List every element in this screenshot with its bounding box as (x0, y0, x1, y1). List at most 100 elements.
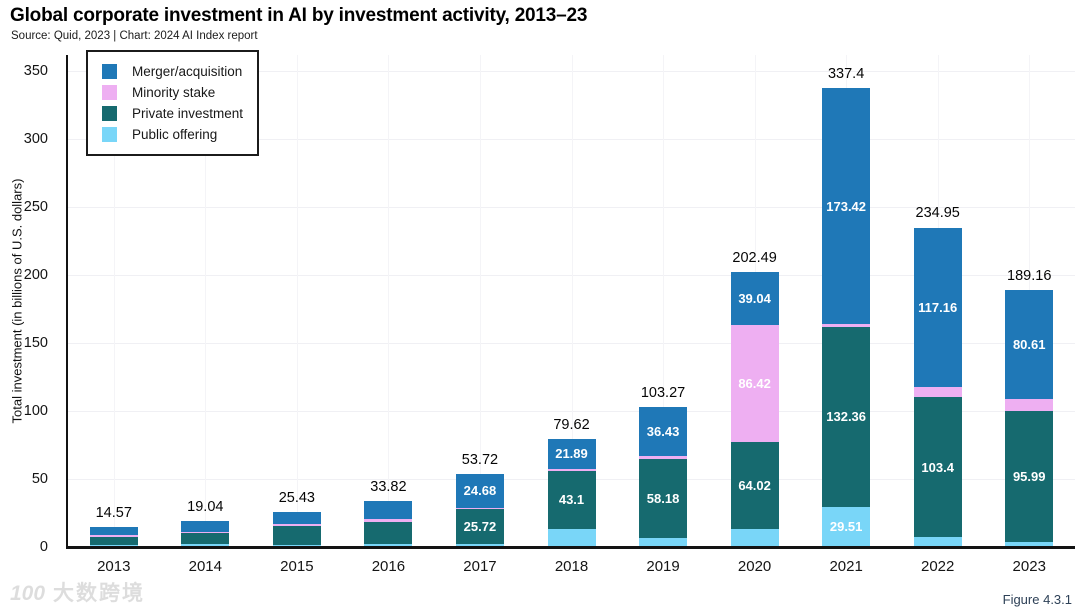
legend-label: Minority stake (132, 85, 216, 100)
stacked-bar-2013 (89, 527, 138, 547)
bar-segment-public (181, 544, 230, 547)
bar-segment-minority (364, 518, 413, 522)
bar-total-label: 202.49 (732, 249, 777, 266)
bar-segment-private: 43.1 (547, 470, 596, 530)
legend-item-minority: Minority stake (102, 82, 243, 103)
bar-segment-public (639, 538, 688, 547)
x-tick-label: 2013 (97, 558, 131, 575)
stacked-bar-2014 (181, 521, 230, 547)
bar-column-2015: 25.43 2015 (251, 55, 343, 575)
bar-segment-merger: 36.43 (639, 406, 688, 457)
x-tick-label: 2016 (371, 558, 406, 575)
segment-value-label: 117.16 (918, 299, 958, 315)
legend-label: Merger/acquisition (132, 64, 243, 79)
bar-segment-minority (1005, 399, 1054, 412)
watermark: 100 大数跨境 (10, 577, 145, 607)
bar-segment-private (89, 536, 138, 545)
segment-value-label: 29.51 (829, 519, 863, 535)
figure-label: Figure 4.3.1 (1002, 592, 1072, 607)
bar-total-label: 103.27 (640, 384, 686, 401)
y-tick-label: 50 (31, 471, 48, 487)
bar-total-label: 189.16 (1007, 267, 1052, 284)
bar-total-label: 14.57 (95, 505, 132, 522)
segment-value-label: 39.04 (738, 290, 771, 306)
watermark-logo: 100 (10, 582, 46, 605)
bar-segment-merger (89, 527, 138, 535)
bar-segment-minority (89, 534, 138, 537)
bar-segment-private: 64.02 (730, 442, 779, 530)
legend-item-public: Public offering (102, 124, 243, 145)
chart-title: Global corporate investment in AI by inv… (10, 5, 588, 26)
x-tick-label: 2022 (921, 558, 955, 575)
bar-segment-merger: 80.61 (1005, 289, 1054, 400)
bar-segment-merger: 24.68 (455, 473, 504, 508)
x-tick-label: 2015 (280, 558, 314, 575)
bar-segment-merger (181, 521, 230, 532)
stacked-bar-2021: 29.51 132.36 173.42 (822, 88, 871, 547)
y-tick-label: 100 (23, 403, 48, 419)
stacked-bar-2023: 95.99 80.61 (1005, 289, 1054, 547)
v-gridline (296, 55, 298, 547)
segment-value-label: 86.42 (738, 375, 771, 391)
bar-segment-private: 103.4 (913, 396, 962, 538)
merger-swatch-icon (102, 64, 117, 79)
bar-segment-public (730, 529, 779, 547)
bar-column-2018: 43.1 21.89 79.62 2018 (526, 55, 618, 575)
segment-value-label: 21.89 (555, 446, 588, 462)
x-tick-label: 2017 (463, 558, 497, 575)
bar-segment-minority (547, 468, 596, 471)
bar-column-2014: 19.04 2014 (160, 55, 252, 575)
segment-value-label: 173.42 (826, 198, 867, 214)
bar-segment-private: 58.18 (639, 459, 688, 539)
bar-column-2013: 14.57 2013 (68, 55, 160, 575)
bar-column-2016: 33.82 2016 (343, 55, 435, 575)
bar-total-label: 19.04 (187, 499, 224, 516)
legend-label: Public offering (132, 127, 218, 142)
x-tick-label: 2014 (188, 558, 222, 575)
legend-item-merger: Merger/acquisition (102, 61, 243, 82)
segment-value-label: 103.4 (921, 459, 954, 475)
bar-segment-merger: 21.89 (547, 438, 596, 469)
bar-segment-public (913, 537, 962, 547)
bar-column-2017: 25.72 24.68 53.72 2017 (434, 55, 526, 575)
bar-segment-minority: 86.42 (730, 324, 779, 443)
y-tick-label: 0 (39, 539, 48, 555)
segment-value-label: 64.02 (738, 478, 771, 494)
bar-segment-minority (822, 324, 871, 327)
v-gridline (663, 55, 665, 547)
stacked-bar-2017: 25.72 24.68 (455, 473, 504, 547)
bar-column-2020: 64.02 86.42 39.04 202.49 2020 (709, 55, 801, 575)
stacked-bar-2020: 64.02 86.42 39.04 (730, 271, 779, 547)
legend-item-private: Private investment (102, 103, 243, 124)
bar-segment-public: 29.51 (822, 506, 871, 547)
v-gridline (388, 55, 390, 547)
bar-segment-private (272, 526, 321, 546)
bar-segment-private: 95.99 (1005, 411, 1054, 542)
v-gridline (205, 55, 207, 547)
bar-segment-public (455, 544, 504, 547)
bar-column-2022: 103.4 117.16 234.95 2022 (892, 55, 984, 575)
bar-segment-private: 25.72 (455, 509, 504, 545)
bar-segment-minority (639, 456, 688, 460)
stacked-bar-2022: 103.4 117.16 (913, 227, 962, 547)
bar-total-label: 25.43 (278, 490, 316, 507)
x-tick-label: 2018 (554, 558, 589, 575)
stacked-bar-2015 (272, 512, 321, 547)
v-gridline (113, 55, 115, 547)
segment-value-label: 24.68 (463, 483, 497, 499)
bar-column-2021: 29.51 132.36 173.42 337.4 2021 (800, 55, 892, 575)
segment-value-label: 25.72 (463, 519, 497, 535)
public-swatch-icon (102, 127, 117, 142)
segment-value-label: 95.99 (1012, 468, 1046, 484)
watermark-text: 大数跨境 (53, 582, 146, 605)
legend-label: Private investment (132, 106, 244, 121)
minority-swatch-icon (102, 85, 117, 100)
bar-column-2019: 58.18 36.43 103.27 2019 (617, 55, 709, 575)
y-tick-label: 250 (23, 199, 48, 215)
bar-total-label: 33.82 (370, 479, 407, 495)
y-tick-label: 300 (23, 131, 48, 147)
stacked-bar-2016 (364, 501, 413, 547)
plot-area: 14.57 2013 19.04 2014 25.43 2015 33.82 2016 25.7… (68, 55, 1075, 575)
y-axis-line (66, 55, 68, 549)
